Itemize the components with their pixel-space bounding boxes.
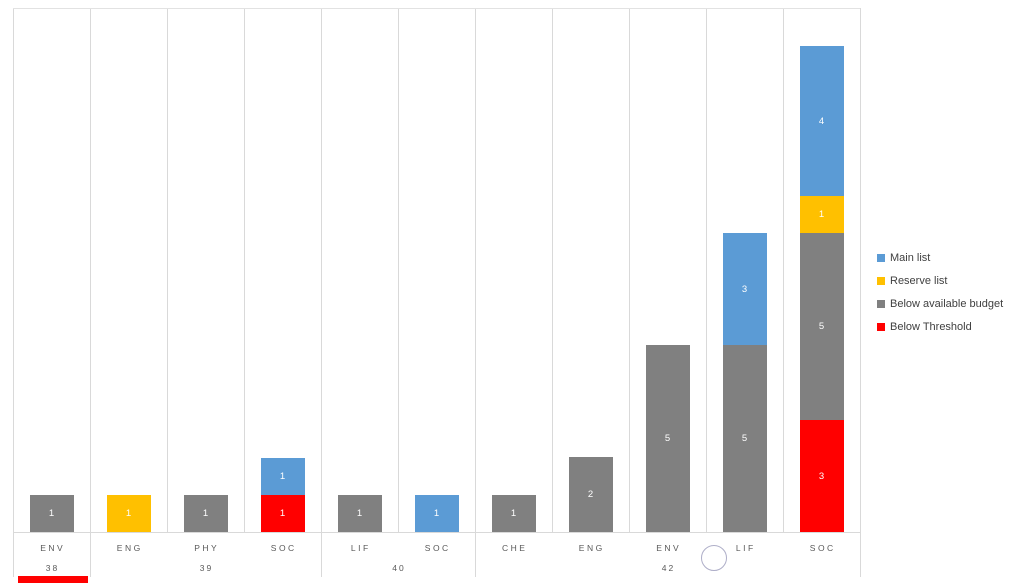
gridline-vertical [167,8,168,532]
category-label: CHE [502,543,528,553]
category-label: ENV [656,543,682,553]
legend-swatch-below-available-budget [877,300,885,308]
bar-segment: 3 [800,420,844,532]
legend-swatch-main-list [877,254,885,262]
gridline-vertical [706,8,707,532]
bar-segment: 2 [569,457,613,532]
bar-segment: 3 [723,233,767,345]
bar-segment: 1 [492,495,536,532]
group-label: 40 [392,563,406,573]
gridline-top [13,8,860,9]
bar-value-label: 1 [433,508,441,519]
axis-group-tick [321,532,322,577]
circle-annotation [701,545,727,571]
axis-group-tick [860,532,861,577]
bar-segment: 1 [30,495,74,532]
category-label: SOC [809,543,836,553]
group-label: 42 [661,563,676,573]
legend-item: Reserve list [877,275,1003,287]
category-label: LIF [350,543,371,553]
category-label: SOC [424,543,451,553]
bar-value-label: 1 [279,471,287,482]
category-label: LIF [735,543,756,553]
legend-label: Reserve list [890,275,948,287]
bar-segment: 4 [800,46,844,196]
gridline-vertical [90,8,91,532]
gridline-vertical [13,8,14,532]
gridline-vertical [475,8,476,532]
bar-segment: 1 [338,495,382,532]
axis-group-tick [90,532,91,577]
legend-swatch-reserve-list [877,277,885,285]
bar-segment: 1 [184,495,228,532]
bar-value-label: 5 [818,321,826,332]
bar-value-label: 1 [48,508,56,519]
category-label: ENV [40,543,66,553]
axis-group-tick [13,532,14,577]
bar-value-label: 1 [818,209,826,220]
group-label: 39 [199,563,214,573]
legend-item: Below available budget [877,298,1003,310]
bar-value-label: 5 [664,433,672,444]
legend-label: Below Threshold [890,321,972,333]
category-axis-line [13,532,860,533]
axis-group-tick [475,532,476,577]
bar-segment: 5 [646,345,690,532]
legend-label: Below available budget [890,298,1004,310]
bar-value-label: 1 [279,508,287,519]
category-label: SOC [270,543,297,553]
bar-segment: 1 [800,196,844,233]
bar-value-label: 1 [356,508,364,519]
bar-value-label: 4 [818,115,826,127]
category-label: ENG [578,543,605,553]
bar-segment: 1 [107,495,151,532]
bar-segment: 5 [800,233,844,420]
bar-value-label: 3 [818,470,826,482]
category-label: PHY [194,543,220,553]
legend: Main list Reserve list Below available bud… [877,252,1003,344]
bar-segment: 1 [415,495,459,532]
legend-item: Below Threshold [877,321,1003,333]
gridline-vertical [629,8,630,532]
legend-item: Main list [877,252,1003,264]
partial-red-bar-bottom-edge [18,576,88,583]
bar-value-label: 2 [587,489,595,500]
gridline-vertical [244,8,245,532]
gridline-vertical [321,8,322,532]
legend-swatch-below-threshold [877,323,885,331]
gridline-vertical [552,8,553,532]
group-label: 38 [45,563,60,573]
gridline-vertical [398,8,399,532]
gridline-vertical [860,8,861,532]
bar-value-label: 1 [125,508,133,519]
bar-segment: 5 [723,345,767,532]
bar-segment: 1 [261,458,305,495]
gridline-vertical [783,8,784,532]
category-label: ENG [116,543,143,553]
bar-value-label: 1 [202,508,210,519]
legend-label: Main list [890,252,931,264]
bar-value-label: 1 [510,508,518,519]
bar-segment: 1 [261,495,305,532]
bar-value-label: 5 [741,433,749,444]
bar-value-label: 3 [741,283,749,295]
